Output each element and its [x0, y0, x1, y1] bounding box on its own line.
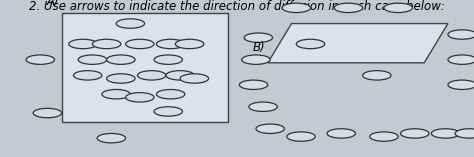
Circle shape — [334, 3, 363, 13]
Circle shape — [97, 133, 126, 143]
Circle shape — [384, 3, 412, 13]
Circle shape — [431, 129, 460, 138]
Circle shape — [256, 124, 284, 133]
Circle shape — [33, 108, 62, 118]
Circle shape — [154, 55, 182, 64]
Circle shape — [180, 74, 209, 83]
Text: B): B) — [253, 41, 265, 54]
Circle shape — [156, 89, 185, 99]
Circle shape — [102, 89, 130, 99]
Circle shape — [327, 129, 356, 138]
Circle shape — [370, 132, 398, 141]
Circle shape — [126, 93, 154, 102]
Circle shape — [175, 39, 204, 49]
Circle shape — [154, 107, 182, 116]
Circle shape — [448, 55, 474, 64]
Circle shape — [448, 30, 474, 39]
Circle shape — [282, 3, 310, 13]
Circle shape — [137, 71, 166, 80]
Circle shape — [116, 19, 145, 28]
Circle shape — [107, 55, 135, 64]
Circle shape — [239, 80, 268, 89]
Circle shape — [244, 33, 273, 42]
Circle shape — [92, 39, 121, 49]
Circle shape — [73, 71, 102, 80]
Circle shape — [26, 55, 55, 64]
Bar — [62, 13, 228, 122]
Text: 2. Use arrows to indicate the direction of diffusion in each case below:: 2. Use arrows to indicate the direction … — [29, 0, 445, 13]
Circle shape — [448, 80, 474, 89]
Circle shape — [78, 55, 107, 64]
Circle shape — [287, 132, 315, 141]
Circle shape — [401, 129, 429, 138]
Circle shape — [107, 74, 135, 83]
Circle shape — [166, 71, 194, 80]
Circle shape — [126, 39, 154, 49]
Circle shape — [69, 39, 97, 49]
Circle shape — [249, 102, 277, 111]
Circle shape — [363, 71, 391, 80]
Polygon shape — [268, 24, 448, 63]
Circle shape — [242, 55, 270, 64]
Text: A): A) — [46, 0, 59, 8]
Circle shape — [156, 39, 185, 49]
Circle shape — [455, 129, 474, 138]
Circle shape — [296, 39, 325, 49]
